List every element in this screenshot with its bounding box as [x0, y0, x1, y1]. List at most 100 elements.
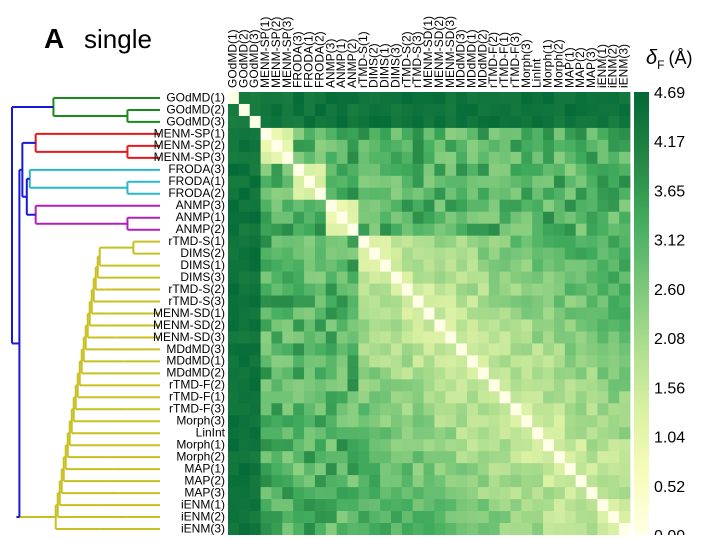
heatmap-cell — [260, 439, 272, 452]
heatmap-cell — [325, 427, 338, 440]
heatmap-cell — [521, 379, 533, 392]
heatmap-cell — [336, 199, 348, 213]
heatmap-cell — [423, 331, 435, 344]
heatmap-cell — [467, 175, 479, 189]
heatmap-cell — [293, 151, 305, 165]
heatmap-cell — [260, 163, 272, 177]
heatmap-cell — [619, 487, 631, 500]
row-label: MAP(1) — [184, 462, 225, 476]
heatmap-cell — [521, 415, 533, 428]
heatmap-cell — [369, 127, 381, 141]
heatmap-cell — [358, 391, 370, 404]
heatmap-cell — [467, 355, 479, 368]
heatmap-cell — [293, 439, 305, 452]
heatmap-cell — [488, 427, 501, 440]
heatmap-cell — [499, 139, 511, 153]
heatmap-cell — [467, 415, 479, 428]
heatmap-cell — [543, 427, 555, 440]
heatmap-cell — [477, 259, 490, 272]
heatmap-cell — [380, 439, 392, 452]
heatmap-cell — [510, 271, 522, 284]
row-label: iENM(3) — [181, 521, 225, 535]
heatmap-cell — [564, 439, 577, 452]
heatmap-cell — [401, 319, 414, 332]
heatmap-cell — [521, 511, 533, 524]
heatmap-cell — [553, 307, 566, 320]
heatmap-cell — [488, 355, 501, 368]
heatmap-cell — [228, 295, 240, 308]
heatmap-cell — [499, 163, 511, 177]
colorbar-tick-label: 4.69 — [654, 85, 685, 102]
heatmap-cell — [521, 463, 533, 476]
heatmap-cell — [586, 247, 598, 261]
heatmap-cell — [228, 487, 240, 500]
heatmap-cell — [347, 307, 359, 320]
heatmap-cell — [380, 307, 392, 320]
heatmap-cell — [282, 211, 294, 225]
colorbar-tick-label: 2.60 — [654, 282, 685, 299]
heatmap-cell — [532, 511, 544, 524]
heatmap-cell — [564, 271, 577, 284]
heatmap-cell — [401, 247, 414, 261]
heatmap-cell — [510, 463, 522, 476]
heatmap-cell — [260, 319, 272, 332]
column-label: FRODA(1) — [302, 31, 316, 88]
heatmap-cell — [553, 475, 566, 488]
heatmap-cell — [456, 319, 468, 332]
heatmap-cell — [543, 475, 555, 488]
heatmap-cell — [575, 223, 587, 237]
heatmap-cell — [369, 391, 381, 404]
heatmap-cell — [423, 403, 435, 416]
heatmap-cell — [445, 187, 457, 201]
heatmap-cell — [293, 199, 305, 213]
heatmap-cell — [271, 307, 283, 320]
heatmap-cell — [510, 283, 522, 296]
heatmap-cell — [390, 463, 403, 476]
heatmap-cell — [358, 259, 370, 272]
heatmap-cell — [238, 463, 251, 476]
heatmap-cell — [369, 403, 381, 416]
heatmap-cell — [369, 247, 381, 261]
heatmap-cell — [488, 307, 501, 320]
heatmap-cell — [575, 307, 587, 320]
heatmap-cell — [304, 391, 316, 404]
heatmap-cell — [608, 259, 620, 272]
row-label: rTMD-S(3) — [168, 294, 225, 308]
heatmap-cell — [553, 319, 566, 332]
heatmap-cell — [445, 223, 457, 237]
heatmap-cell — [521, 427, 533, 440]
heatmap-cell — [325, 247, 338, 261]
heatmap-cell — [467, 439, 479, 452]
heatmap-cell — [358, 271, 370, 284]
heatmap-cell — [575, 211, 587, 225]
heatmap-cell — [369, 523, 381, 536]
heatmap-cell — [564, 451, 577, 464]
heatmap-cell — [456, 187, 468, 201]
heatmap-cell — [260, 247, 272, 261]
heatmap-cell — [619, 271, 631, 284]
heatmap-cell — [510, 403, 522, 416]
heatmap-cell — [282, 307, 294, 320]
heatmap-cell — [314, 355, 327, 368]
heatmap-cell — [238, 235, 251, 249]
heatmap-cell — [260, 92, 272, 105]
heatmap-cell — [510, 415, 522, 428]
heatmap-cell — [619, 451, 631, 464]
heatmap-cell — [608, 343, 620, 356]
heatmap-cell — [293, 319, 305, 332]
heatmap-cell — [499, 391, 511, 404]
heatmap-cell — [499, 199, 511, 213]
heatmap-cell — [532, 499, 544, 512]
heatmap-cell — [564, 403, 577, 416]
heatmap-cell — [510, 523, 522, 536]
heatmap-cell — [553, 343, 566, 356]
heatmap-cell — [325, 163, 338, 177]
heatmap-cell — [477, 343, 490, 356]
row-label: iENM(1) — [181, 497, 225, 511]
heatmap-cell — [467, 283, 479, 296]
heatmap-cell — [608, 271, 620, 284]
heatmap-cell — [260, 187, 272, 201]
heatmap-cell — [380, 415, 392, 428]
heatmap-cell — [304, 139, 316, 153]
heatmap-cell — [467, 223, 479, 237]
